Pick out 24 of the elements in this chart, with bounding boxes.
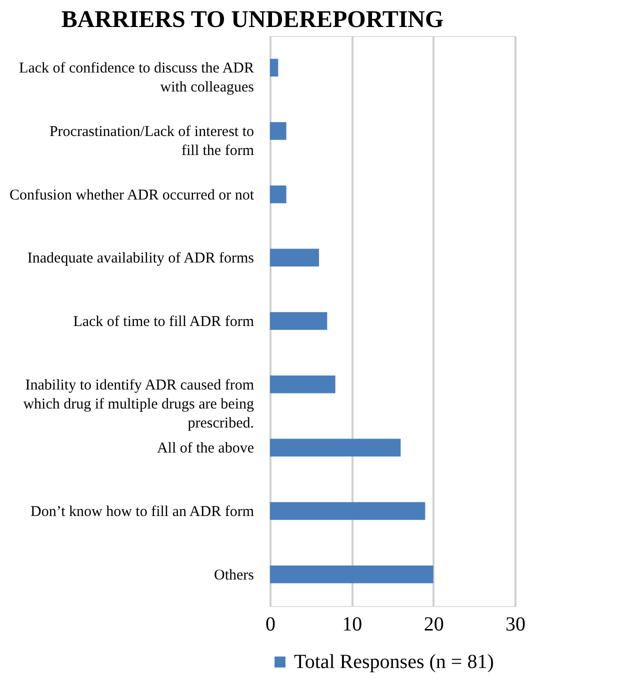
y-tick-label: Confusion whether ADR occurred or not: [9, 187, 255, 204]
y-tick-label: Lack of time to fill ADR form: [73, 314, 254, 330]
bar: [270, 122, 286, 140]
bar: [270, 375, 336, 394]
x-tick-label: 20: [424, 614, 444, 636]
y-tick-label: Lack of confidence to discuss the ADR with colleagues: [19, 60, 254, 96]
y-tick-label: Procrastination/Lack of interest to fill the form: [49, 124, 254, 159]
bar: [270, 502, 426, 520]
chart-title: BARRIERS TO UNDEREPORTING: [61, 7, 444, 33]
x-tick-label: 10: [342, 614, 362, 636]
bar: [270, 438, 401, 457]
bar: [270, 185, 286, 204]
x-tick-label: 0: [266, 614, 276, 636]
legend-label: Total Responses (n = 81): [294, 651, 494, 673]
bar: [270, 565, 434, 584]
y-tick-label: Inability to identify ADR caused from which drug if multiple drugs are being prescribed.: [23, 377, 254, 432]
bar: [270, 248, 319, 267]
y-tick-label: All of the above: [156, 440, 254, 457]
bar: [270, 58, 278, 77]
y-tick-label: Inadequate availability of ADR forms: [27, 250, 254, 267]
x-tick-label: 30: [506, 614, 526, 636]
y-tick-label: Don’t know how to fill an ADR form: [30, 504, 254, 520]
bar: [270, 312, 328, 330]
y-tick-label: Others: [214, 567, 254, 584]
